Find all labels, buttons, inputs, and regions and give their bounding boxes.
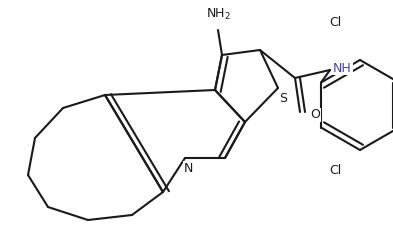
Text: Cl: Cl (329, 16, 341, 28)
Text: N: N (183, 161, 193, 174)
Text: NH: NH (333, 62, 352, 74)
Text: NH$_2$: NH$_2$ (206, 7, 230, 22)
Text: O: O (310, 109, 320, 122)
Text: S: S (279, 92, 287, 104)
Text: Cl: Cl (329, 164, 341, 177)
